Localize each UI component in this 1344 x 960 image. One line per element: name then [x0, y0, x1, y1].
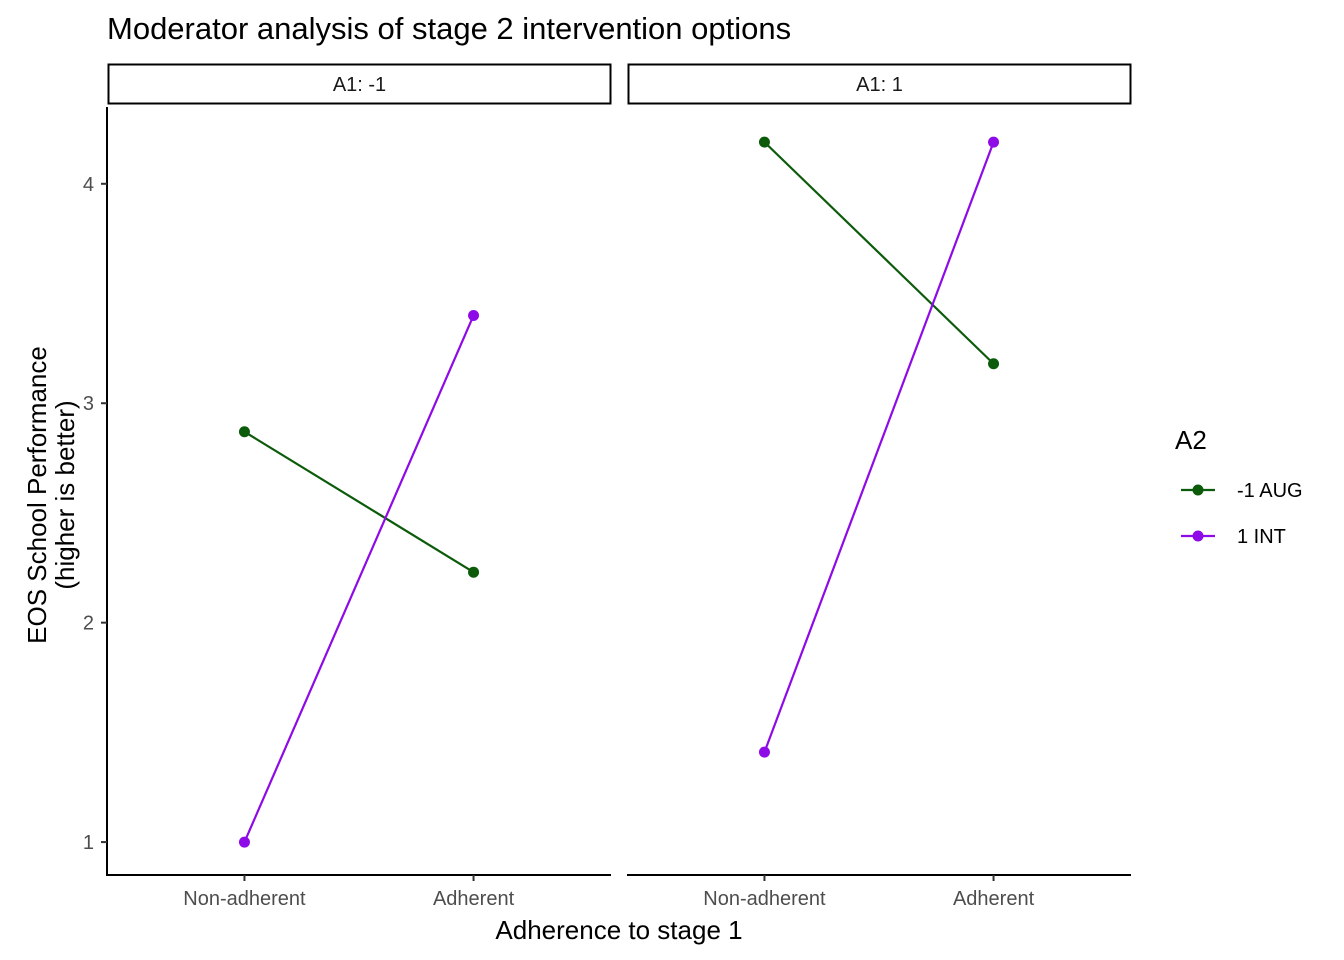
data-point-1-int	[758, 746, 770, 758]
x-tick-label: Adherent	[433, 888, 515, 910]
facet-strip-2	[627, 63, 1132, 105]
x-tick-label: Adherent	[953, 888, 1035, 910]
y-tick-label: 2	[83, 613, 94, 635]
legend-label: 1 INT	[1237, 526, 1286, 548]
facet-panel-2: A1: 1	[627, 63, 1132, 876]
y-tick-label: 3	[83, 393, 94, 415]
x-axis-title: Adherence to stage 1	[495, 915, 742, 945]
series-line-1-aug	[243, 430, 475, 574]
series-line-1-aug	[763, 141, 995, 365]
y-tick-label: 1	[83, 832, 94, 854]
y-tick-label: 4	[83, 174, 94, 196]
x-axis-ticks: Non-adherent Adherent Non-adherent Adherent	[183, 875, 1035, 910]
data-point-1-int	[238, 836, 250, 848]
data-point-1-aug	[988, 358, 1000, 370]
y-axis-title-line-1: EOS School Performance	[22, 346, 52, 644]
data-point-1-aug	[238, 426, 250, 438]
facet-2-data	[758, 136, 1000, 758]
facet-strip-label-1: A1: -1	[333, 74, 386, 96]
legend-label: -1 AUG	[1237, 480, 1303, 502]
x-tick-label: Non-adherent	[703, 888, 826, 910]
y-axis-title: EOS School Performance (higher is better…	[22, 346, 80, 644]
series-line-1-int	[243, 315, 475, 843]
facet-strip-1	[107, 63, 612, 105]
series-line-1-int	[763, 141, 995, 753]
facet-strip-label-2: A1: 1	[856, 74, 903, 96]
facet-1-data	[238, 309, 480, 848]
legend-key-point	[1192, 530, 1204, 542]
chart-title: Moderator analysis of stage 2 interventi…	[107, 11, 791, 46]
x-tick-label: Non-adherent	[183, 888, 306, 910]
y-axis-ticks: 1 2 3 4	[83, 174, 107, 854]
legend-keys: -1 AUG 1 INT	[1181, 480, 1303, 548]
data-point-1-int	[468, 309, 480, 321]
facet-panel-1: A1: -1	[106, 63, 612, 876]
data-point-1-aug	[758, 136, 770, 148]
legend-key-point	[1192, 484, 1204, 496]
legend: A2 -1 AUG 1 INT	[1175, 425, 1303, 548]
legend-title: A2	[1175, 425, 1207, 455]
data-point-1-aug	[468, 566, 480, 578]
data-point-1-int	[988, 136, 1000, 148]
y-axis-title-line-2: (higher is better)	[50, 400, 80, 589]
